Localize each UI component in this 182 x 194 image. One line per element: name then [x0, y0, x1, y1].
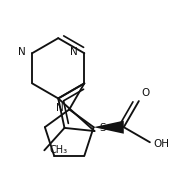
Text: N: N [70, 47, 78, 57]
Text: N: N [56, 103, 64, 113]
Text: N: N [18, 47, 26, 57]
Text: OH: OH [154, 139, 170, 149]
Text: CH₃: CH₃ [50, 145, 68, 155]
Polygon shape [94, 121, 124, 134]
Text: O: O [141, 88, 150, 99]
Text: S: S [99, 123, 106, 133]
